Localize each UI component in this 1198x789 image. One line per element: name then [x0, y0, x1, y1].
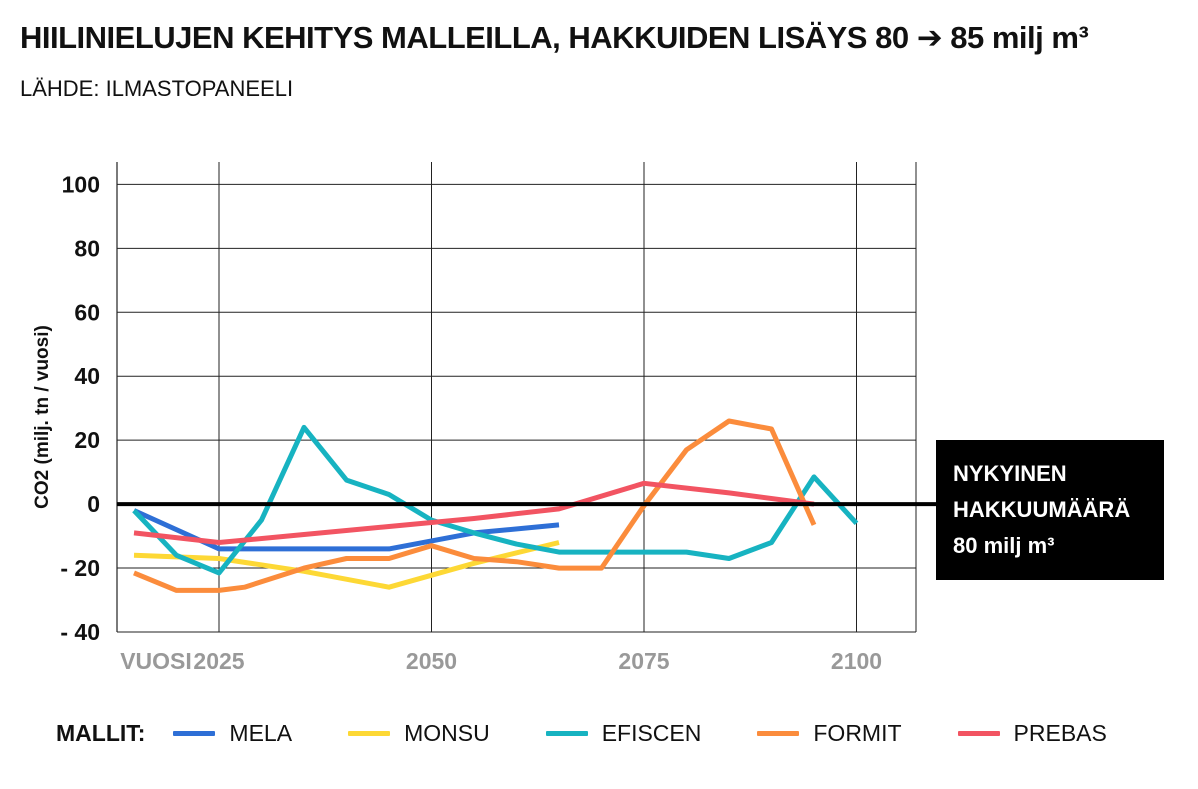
- series-line-formit: [133, 418, 817, 593]
- y-tick-label: - 40: [60, 619, 100, 645]
- chart-subtitle: LÄHDE: ILMASTOPANEELI: [20, 76, 294, 101]
- y-tick-label: 0: [87, 491, 100, 517]
- y-tick-label: 80: [74, 235, 100, 261]
- legend-label: MONSU: [404, 719, 490, 746]
- x-tick-label: 2050: [406, 648, 457, 674]
- reference-label-line: NYKYINEN: [953, 461, 1067, 486]
- reference-label-line: HAKKUUMÄÄRÄ: [953, 497, 1130, 522]
- line-chart: NYKYINEN HAKKUUMÄÄRÄ 80 milj m³ 100 80 60 40 2…: [32, 162, 1164, 674]
- y-tick-label: 40: [74, 363, 100, 389]
- legend-item-formit: FORMIT: [757, 719, 902, 747]
- y-tick-label: 60: [74, 299, 100, 325]
- legend-item-monsu: MONSU: [348, 720, 490, 747]
- legend-swatch: [545, 730, 588, 736]
- y-tick-label: - 20: [60, 555, 100, 581]
- legend-label: MELA: [229, 719, 293, 746]
- reference-label-box: [936, 440, 1164, 580]
- reference-line-group: NYKYINEN HAKKUUMÄÄRÄ 80 milj m³: [117, 440, 1164, 580]
- axis-labels: 100 80 60 40 20 0 - 20 - 40 2025 2050 2075 2100 VUOS…: [32, 171, 882, 674]
- x-tick-label: 2025: [193, 648, 244, 674]
- legend-label: EFISCEN: [601, 719, 702, 746]
- legend-swatch: [173, 730, 216, 736]
- x-tick-label: 2075: [618, 648, 669, 674]
- chart-title: HIILINIELUJEN KEHITYS MALLEILLA, HAKKUID…: [20, 20, 1089, 55]
- grid-lines: [116, 162, 917, 633]
- legend: MALLIT: MELA MONSU EFISCEN FORMIT PREBAS: [56, 716, 1163, 750]
- series-lines: [132, 418, 859, 593]
- legend-swatch: [957, 730, 1000, 736]
- legend-item-efiscen: EFISCEN: [545, 719, 702, 747]
- legend-swatch: [348, 730, 391, 736]
- legend-item-mela: MELA: [173, 720, 292, 747]
- y-tick-label: 20: [74, 427, 100, 453]
- legend-title: MALLIT:: [56, 719, 146, 746]
- legend-label: FORMIT: [813, 719, 902, 746]
- legend-swatch: [757, 730, 800, 736]
- y-tick-label: 100: [62, 171, 100, 197]
- legend-label: PREBAS: [1013, 719, 1107, 746]
- series-line-efiscen: [132, 424, 859, 576]
- series-line-prebas: [133, 480, 815, 545]
- legend-item-prebas: PREBAS: [957, 719, 1107, 747]
- y-axis-label: CO2 (milj. tn / vuosi): [32, 325, 53, 509]
- x-tick-label: 2100: [831, 648, 882, 674]
- reference-label-line: 80 milj m³: [953, 533, 1054, 558]
- x-axis-label: VUOSI: [120, 648, 192, 674]
